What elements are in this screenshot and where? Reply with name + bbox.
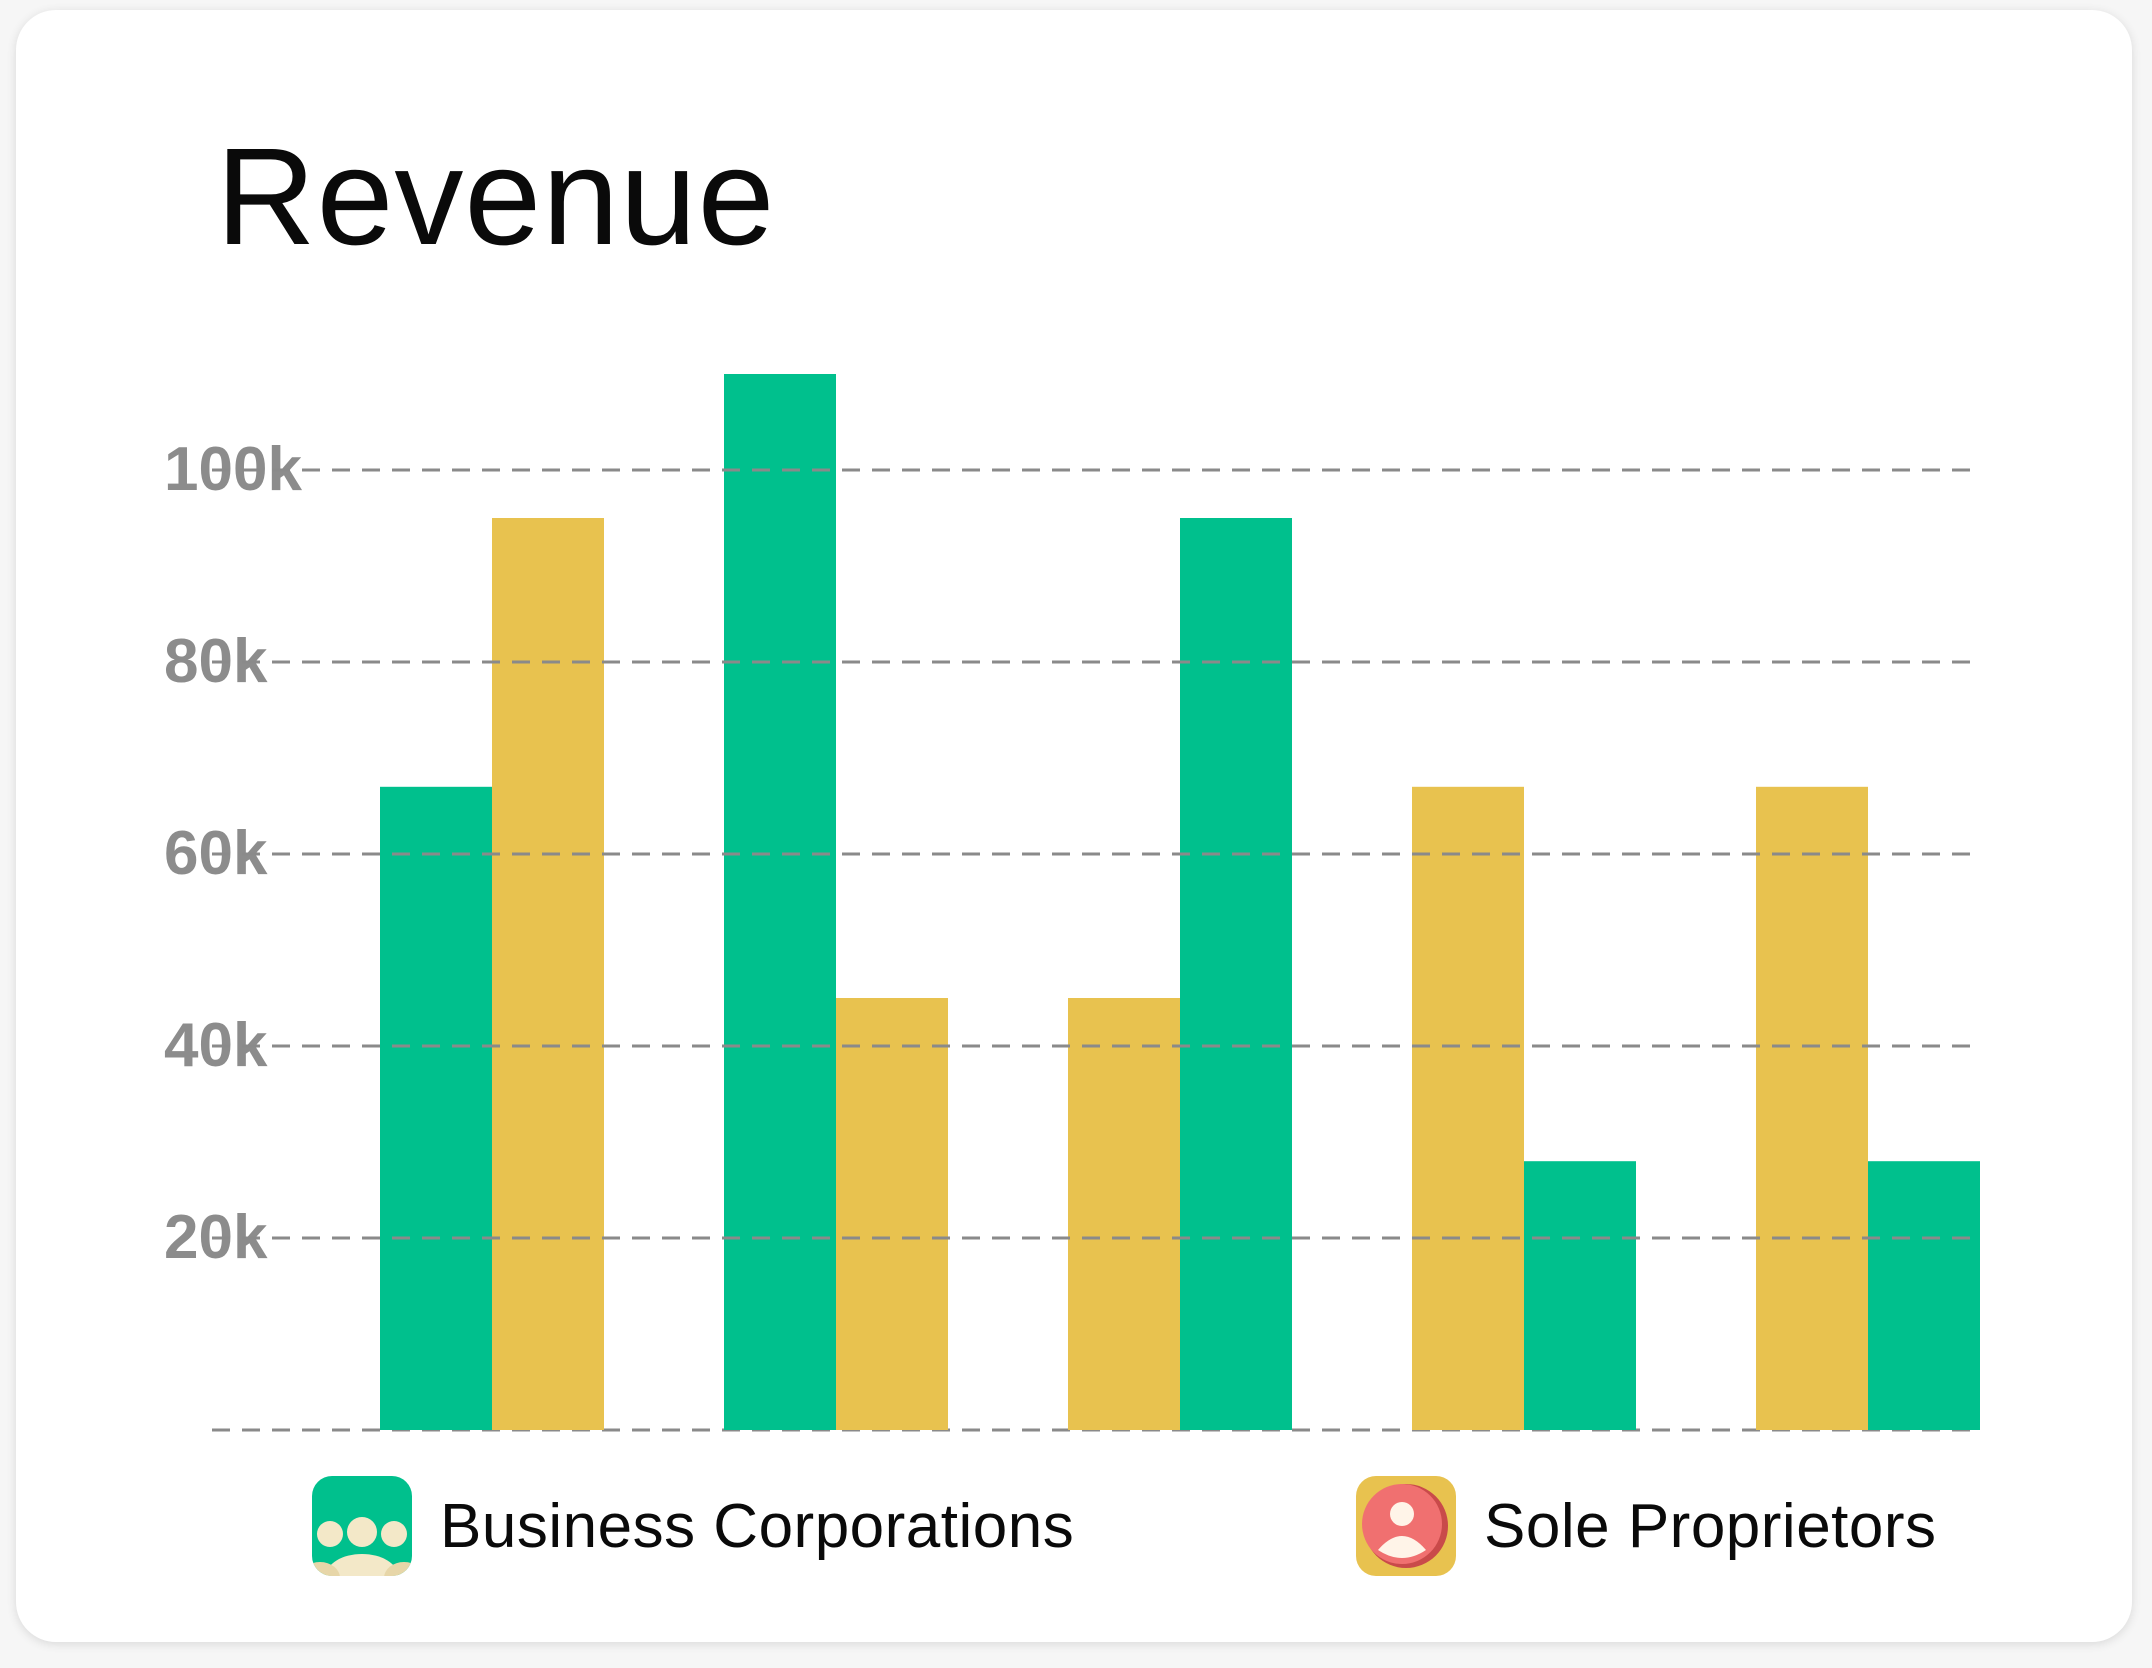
bar-group4-sole-proprietors (1412, 786, 1524, 1430)
bar-group2-sole-proprietors (836, 998, 948, 1430)
bar-group2-business-corporations (724, 374, 836, 1430)
bar-group1-sole-proprietors (492, 518, 604, 1430)
bar-group3-sole-proprietors (1068, 998, 1180, 1430)
legend-label: Business Corporations (440, 1491, 1075, 1561)
bar-group1-business-corporations (380, 786, 492, 1430)
legend-item-sole-proprietors: Sole Proprietors (1356, 1476, 1937, 1576)
chart-title: Revenue (216, 120, 776, 274)
bar-group4-business-corporations (1524, 1161, 1636, 1430)
person-icon (1356, 1476, 1456, 1576)
bar-group3-business-corporations (1180, 518, 1292, 1430)
legend-label: Sole Proprietors (1484, 1491, 1937, 1561)
legend-item-business-corporations: Business Corporations (312, 1476, 1074, 1576)
bar-group5-business-corporations (1868, 1161, 1980, 1430)
group-icon (312, 1476, 412, 1576)
bar-group5-sole-proprietors (1756, 786, 1868, 1430)
